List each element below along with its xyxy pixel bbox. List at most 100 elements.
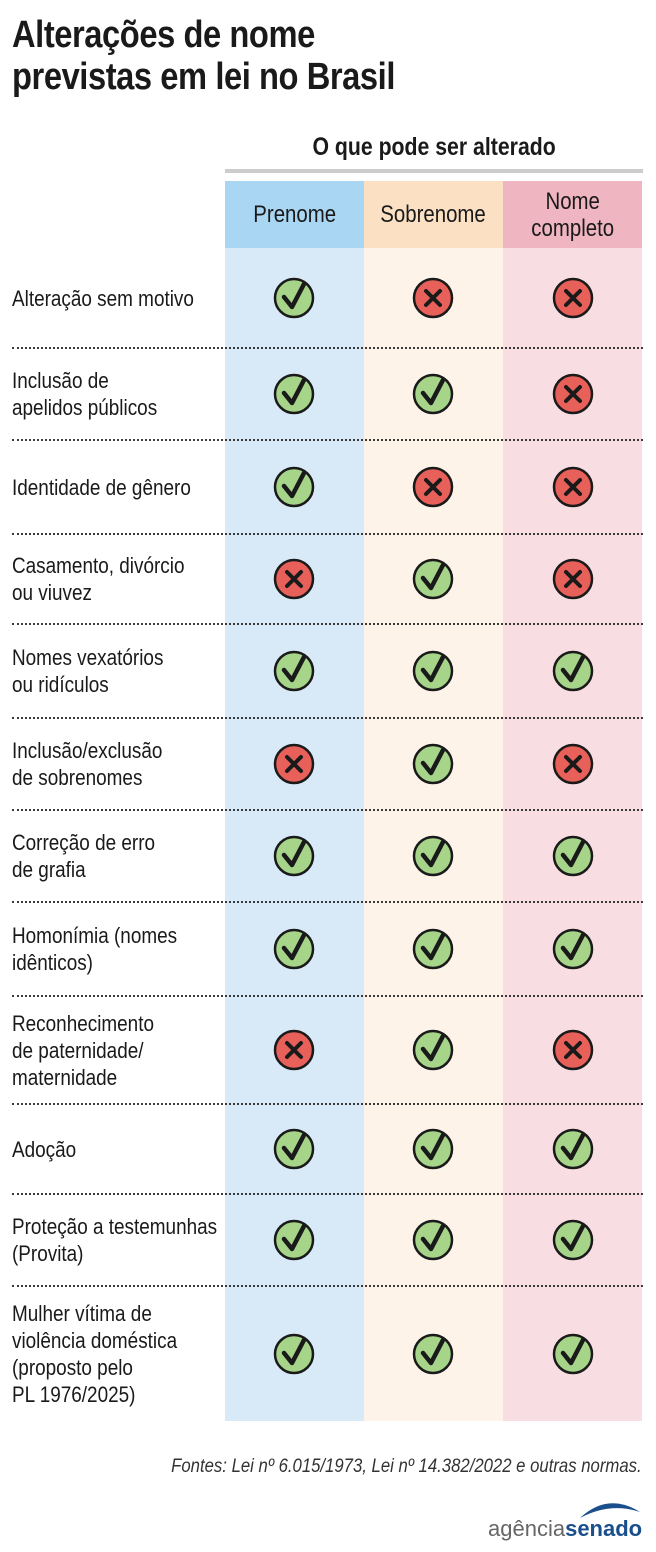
- x-circle-icon: [412, 466, 454, 508]
- row-label: Mulher vítima de violência doméstica (pr…: [12, 1286, 262, 1421]
- row-label: Correção de erro de grafia: [12, 810, 262, 902]
- row-label-text: Correção de erro de grafia: [12, 830, 156, 882]
- row-label-text: Inclusão/exclusão de sobrenomes: [12, 738, 163, 790]
- title-line-1: Alterações de nome: [12, 14, 315, 56]
- check-circle-icon: [273, 835, 315, 877]
- check-circle-icon: [552, 835, 594, 877]
- check-circle-icon: [552, 1333, 594, 1374]
- column-group-rule: [225, 169, 643, 173]
- check-circle-icon: [273, 373, 315, 415]
- row-label: Alteração sem motivo: [12, 248, 262, 348]
- check-circle-icon: [552, 1219, 594, 1261]
- table-row: Inclusão/exclusão de sobrenomes: [0, 718, 656, 811]
- check-circle-icon: [412, 373, 454, 415]
- check-circle-icon: [273, 466, 315, 508]
- check-circle-icon: [273, 277, 315, 319]
- row-label-text: Mulher vítima de violência doméstica (pr…: [12, 1300, 178, 1407]
- row-separator: [12, 439, 643, 441]
- row-label-text: Homonímia (nomes idênticos): [12, 923, 178, 975]
- row-label: Casamento, divórcio ou viuvez: [12, 534, 262, 624]
- logo-text-senado: senado: [565, 1516, 643, 1541]
- page-title: Alterações de nome previstas em lei no B…: [12, 14, 545, 98]
- x-circle-icon: [273, 558, 315, 600]
- table-row: Alteração sem motivo: [0, 248, 656, 349]
- x-circle-icon: [552, 558, 594, 600]
- row-separator: [12, 533, 643, 535]
- logo-arc-icon: [580, 1503, 640, 1518]
- table-row: Reconhecimento de paternidade/ maternida…: [0, 996, 656, 1105]
- row-label-text: Casamento, divórcio ou viuvez: [12, 553, 185, 605]
- table-row: Nomes vexatórios ou ridículos: [0, 624, 656, 719]
- sources-note-text: Fontes: Lei nº 6.015/1973, Lei nº 14.382…: [171, 1456, 642, 1477]
- column-header-label: Nome completo: [531, 187, 614, 242]
- check-circle-icon: [273, 650, 315, 692]
- row-label-text: Inclusão de apelidos públicos: [12, 368, 158, 420]
- check-circle-icon: [412, 558, 454, 600]
- agencia-senado-logo: agênciasenado: [488, 1498, 644, 1548]
- table-row: Mulher vítima de violência doméstica (pr…: [0, 1286, 656, 1421]
- row-label-text: Nomes vexatórios ou ridículos: [12, 645, 164, 697]
- row-separator: [12, 995, 643, 997]
- table-row: Inclusão de apelidos públicos: [0, 348, 656, 441]
- row-label-text: Reconhecimento de paternidade/ maternida…: [12, 1010, 154, 1090]
- row-label-text: Alteração sem motivo: [12, 285, 194, 311]
- table-row: Casamento, divórcio ou viuvez: [0, 534, 656, 625]
- check-circle-icon: [412, 1219, 454, 1261]
- row-separator: [12, 1103, 643, 1105]
- x-circle-icon: [552, 1029, 594, 1071]
- check-circle-icon: [273, 928, 315, 970]
- column-header-nome-completo: Nome completo: [503, 181, 642, 248]
- row-label: Identidade de gênero: [12, 440, 262, 534]
- check-circle-icon: [412, 1128, 454, 1170]
- table-row: Homonímia (nomes idênticos): [0, 902, 656, 997]
- check-circle-icon: [412, 1333, 454, 1374]
- row-label: Homonímia (nomes idênticos): [12, 902, 262, 996]
- column-header-sobrenome: Sobrenome: [364, 181, 503, 248]
- x-circle-icon: [552, 466, 594, 508]
- column-group-title: O que pode ser alterado: [225, 132, 643, 162]
- row-separator: [12, 901, 643, 903]
- x-circle-icon: [273, 743, 315, 785]
- check-circle-icon: [412, 743, 454, 785]
- column-header-prenome: Prenome: [225, 181, 364, 248]
- check-circle-icon: [412, 928, 454, 970]
- check-circle-icon: [412, 835, 454, 877]
- check-circle-icon: [412, 650, 454, 692]
- check-circle-icon: [273, 1128, 315, 1170]
- row-label: Inclusão de apelidos públicos: [12, 348, 262, 440]
- x-circle-icon: [552, 277, 594, 319]
- logo-text: agênciasenado: [488, 1516, 642, 1542]
- row-separator: [12, 1193, 643, 1195]
- check-circle-icon: [552, 650, 594, 692]
- check-circle-icon: [412, 1029, 454, 1071]
- x-circle-icon: [412, 277, 454, 319]
- check-circle-icon: [273, 1333, 315, 1374]
- table-row: Proteção a testemunhas (Provita): [0, 1194, 656, 1287]
- table-row: Identidade de gênero: [0, 440, 656, 535]
- check-circle-icon: [552, 928, 594, 970]
- row-label: Nomes vexatórios ou ridículos: [12, 624, 262, 718]
- row-label-text: Identidade de gênero: [12, 474, 191, 500]
- row-separator: [12, 623, 643, 625]
- column-header-label: Sobrenome: [380, 201, 487, 228]
- x-circle-icon: [552, 373, 594, 415]
- row-label-text: Adoção: [12, 1136, 77, 1162]
- logo-text-agencia: agência: [488, 1516, 566, 1541]
- row-label: Proteção a testemunhas (Provita): [12, 1194, 262, 1286]
- sources-note: Fontes: Lei nº 6.015/1973, Lei nº 14.382…: [107, 1456, 642, 1478]
- table-row: Correção de erro de grafia: [0, 810, 656, 903]
- row-label: Reconhecimento de paternidade/ maternida…: [12, 996, 262, 1104]
- x-circle-icon: [273, 1029, 315, 1071]
- row-label-text: Proteção a testemunhas (Provita): [12, 1214, 218, 1266]
- title-line-2: previstas em lei no Brasil: [12, 56, 395, 98]
- x-circle-icon: [552, 743, 594, 785]
- row-label: Inclusão/exclusão de sobrenomes: [12, 718, 262, 810]
- row-separator: [12, 809, 643, 811]
- column-header-label: Prenome: [253, 201, 336, 228]
- row-separator: [12, 1285, 643, 1287]
- row-label: Adoção: [12, 1104, 262, 1194]
- row-separator: [12, 717, 643, 719]
- table-row: Adoção: [0, 1104, 656, 1195]
- check-circle-icon: [552, 1128, 594, 1170]
- check-circle-icon: [273, 1219, 315, 1261]
